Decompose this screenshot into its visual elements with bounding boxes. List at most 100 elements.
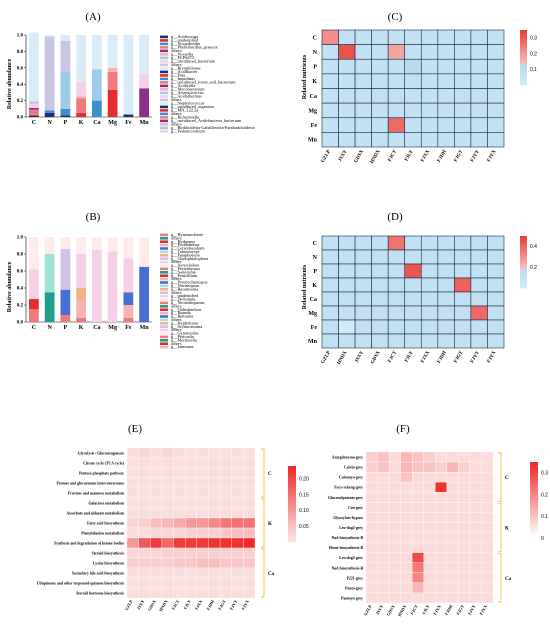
panel-f-cell [435, 482, 447, 493]
panel-f-cell [469, 522, 482, 533]
panel-d-cell [387, 263, 406, 279]
panel-f-cell [388, 562, 401, 573]
panel-f-cell [365, 492, 378, 503]
panel-d-cell [420, 333, 439, 349]
panel-d-cell [387, 319, 406, 335]
panel-e-cell [185, 507, 197, 519]
panel-e-cell [219, 507, 232, 519]
panel-d-col-label: GDSX [370, 350, 381, 365]
panel-c-cell [470, 44, 488, 60]
panel-f-cell [388, 482, 401, 493]
panel-e-cell [196, 497, 209, 509]
panel-f-cell [377, 502, 390, 513]
panel-a-bar-segment [107, 71, 118, 90]
panel-d-cell [454, 263, 472, 279]
panel-e-cell [161, 587, 174, 599]
panel-d-col-label: GZLP [321, 351, 332, 365]
panel-e-colorbar-step [288, 516, 296, 521]
panel-f-row-label: Glyoxylate-bypass [333, 516, 363, 520]
panel-e-cell [150, 507, 163, 519]
panel-e-cell [150, 567, 163, 579]
panel-c-colorbar-step [520, 73, 527, 77]
panel-f-cell [400, 471, 413, 483]
panel-d-cell [454, 291, 472, 307]
panel-d-title: (D) [387, 211, 403, 223]
panel-f-cell [446, 461, 459, 473]
panel-f-cell [458, 461, 471, 473]
panel-e-cell [219, 557, 232, 569]
panel-a-bar-segment [91, 69, 102, 101]
panel-f-cell [400, 461, 413, 473]
panel-f-row-label: Heme-biosynthesis-B [329, 546, 364, 550]
panel-e-cell [161, 467, 174, 479]
panel-a-legend-swatch [160, 67, 168, 70]
panel-f-cell [435, 552, 447, 563]
panel-e-cell [150, 547, 163, 559]
panel-e-cell [150, 587, 163, 599]
panel-d-cell [321, 291, 339, 307]
panel-b-legend-swatch [160, 298, 168, 301]
panel-a-legend-swatch [160, 126, 168, 130]
panel-b-legend-swatch [160, 264, 168, 267]
panel-f-colorbar-tick: 0.3 [541, 471, 548, 477]
panel-c-cell [420, 44, 439, 60]
panel-f-cell [469, 461, 482, 473]
panel-e-cell [185, 477, 197, 489]
panel-c-col-label: GZLP [321, 150, 332, 164]
panel-a-bar-segment [60, 71, 71, 109]
panel-e-cell [126, 587, 139, 599]
panel-c-cell [387, 58, 406, 75]
panel-b-legend-label: others [171, 259, 182, 264]
panel-d-cell [487, 263, 505, 279]
panel-f-group-bracket [498, 452, 502, 502]
panel-e-group-label: C [268, 472, 272, 477]
panel-c-cell [404, 44, 422, 60]
panel-f-colorbar-step [530, 471, 538, 475]
panel-c-colorbar-step [520, 39, 527, 42]
panel-d-cell [454, 249, 472, 265]
panel-f-colorbar-step [530, 506, 538, 510]
panel-d-cell [437, 277, 455, 293]
panel-c-colorbar-step [520, 66, 527, 70]
panel-e-cell [231, 477, 244, 489]
panel-f-cell [365, 542, 378, 553]
panel-c-cell [454, 88, 472, 104]
panel-b-legend-label: others [171, 303, 182, 308]
panel-c-cell [371, 29, 389, 45]
panel-e-cell [161, 487, 174, 499]
panel-a-bar-segment [91, 35, 102, 70]
panel-f-cell [446, 502, 459, 513]
panel-e-col-label: HNDX [158, 599, 169, 612]
panel-f-cell [412, 482, 424, 493]
panel-c-colorbar-step [520, 68, 527, 72]
panel-f-cell [423, 542, 436, 553]
panel-f-cell [469, 502, 482, 513]
panel-e-cell [173, 487, 186, 499]
panel-f-col-label: GZLP [363, 604, 373, 617]
panel-f-row-label: Fucy-rekeng-grey [334, 486, 363, 490]
panel-d-col-label: FJCT [388, 350, 399, 364]
panel-f-cell [469, 471, 482, 483]
panel-e-cell [161, 477, 174, 489]
panel-c-colorbar-step [520, 36, 527, 40]
panel-f-cell [446, 522, 459, 533]
panel-e-colorbar-step [288, 485, 296, 489]
panel-d-cell [338, 305, 356, 321]
panel-d-cell [371, 277, 389, 293]
panel-d-colorbar-step [520, 240, 527, 243]
panel-a-legend-swatch [160, 70, 168, 74]
panel-c-cell [454, 29, 472, 45]
panel-c-col-label: FJCT [388, 149, 399, 163]
panel-a-legend-swatch [160, 84, 168, 88]
panel-f-cell [458, 492, 471, 503]
panel-e-cell [185, 517, 197, 529]
panel-a-ytick-label: 0.0 [17, 116, 24, 121]
panel-a-bar-segment [107, 67, 118, 72]
panel-f-cell [481, 542, 494, 553]
panel-f-cell [412, 451, 424, 463]
panel-d-colorbar-step [520, 266, 527, 269]
panel-c-cell [387, 73, 406, 89]
panel-e-cell [161, 557, 174, 569]
panel-e-cell [243, 477, 256, 489]
panel-b-legend-label: others [171, 317, 182, 322]
